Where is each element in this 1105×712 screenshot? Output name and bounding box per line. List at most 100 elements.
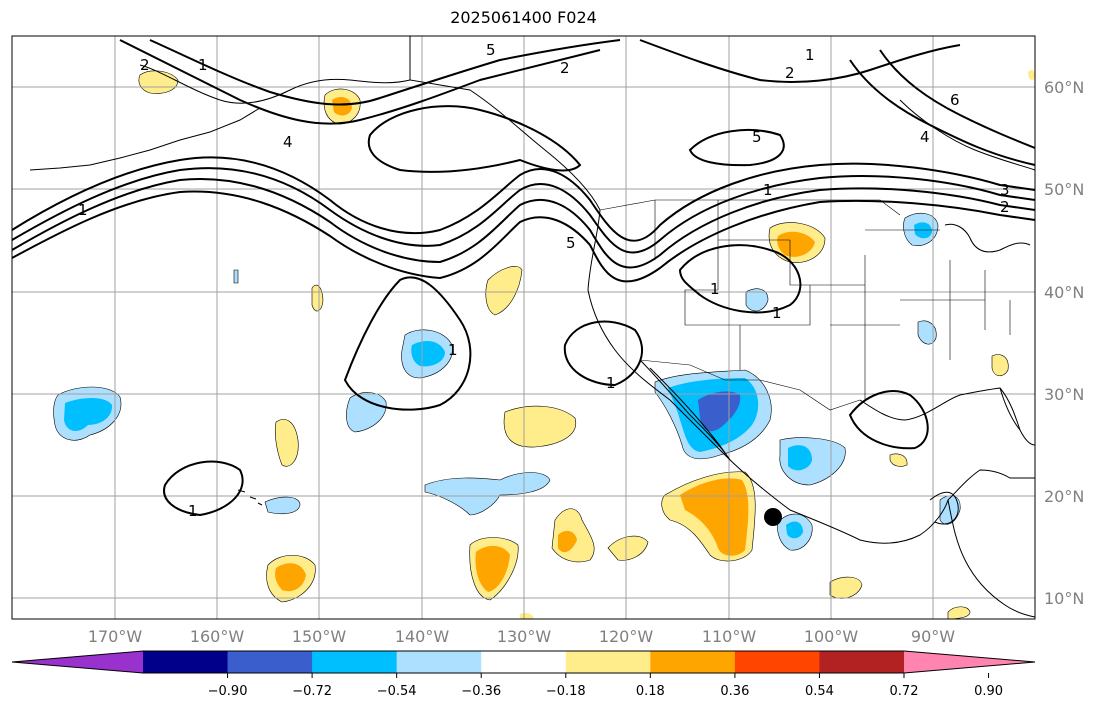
neg-core-100w <box>788 445 812 471</box>
colorbar-tick-label: 0.72 <box>890 684 919 699</box>
colorbar-tick-label: 0.90 <box>974 684 1003 699</box>
pos-area-caribbean-w <box>889 453 908 467</box>
colorbar-tick-label: 0.54 <box>805 684 834 699</box>
colorbar-tick-label: 0.18 <box>636 684 665 699</box>
contour-label: 2 <box>1000 198 1010 216</box>
colorbar-segment <box>481 651 567 673</box>
contour-north-4 <box>849 59 1036 166</box>
neg-area-rockies <box>745 288 769 312</box>
contour-label: 1 <box>805 46 815 64</box>
colorbar-outline <box>11 650 1036 674</box>
neg-core-great-lakes <box>914 222 932 239</box>
pos-core-128w <box>558 530 577 553</box>
neg-area-145w <box>346 392 387 433</box>
neg-area-southeast <box>917 320 937 345</box>
contour-jet-3 <box>11 178 1036 269</box>
coast-florida <box>999 387 1021 431</box>
contour-1-calif <box>563 320 644 387</box>
coast-alaska <box>139 64 411 104</box>
gridlines <box>12 36 1035 619</box>
contour-label: 5 <box>566 234 576 252</box>
colorbar-segment <box>143 651 229 673</box>
contour-north-3 <box>639 39 961 83</box>
lat-label: 60°N <box>1044 78 1084 97</box>
neg-core-mexico-coast <box>786 521 803 539</box>
border-us-canada <box>599 199 901 216</box>
lon-label: 140°W <box>395 627 450 646</box>
map-title: 2025061400 F024 <box>450 8 597 27</box>
lat-label: 20°N <box>1044 487 1084 506</box>
coast-great-lakes <box>944 223 1031 253</box>
location-marker <box>764 508 782 526</box>
lon-label: 170°W <box>88 627 143 646</box>
contour-5-canada <box>688 129 785 167</box>
lon-label: 160°W <box>190 627 245 646</box>
coast-hawaii <box>237 489 263 506</box>
contour-jet-1 <box>11 156 1036 242</box>
colorbar-segment <box>396 651 482 673</box>
contour-1-gulf <box>848 390 929 450</box>
lon-label: 150°W <box>292 627 347 646</box>
colorbar-tick-label: −0.90 <box>208 684 248 699</box>
borders <box>409 36 1011 411</box>
colorbar-extend-high <box>904 651 1035 673</box>
contour-label: 1 <box>78 201 88 219</box>
pos-area-gulf <box>991 354 1009 377</box>
contour-labels: 5 2 2 1 2 1 4 4 5 1 3 2 6 1 5 1 1 1 1 1 <box>78 41 1010 520</box>
lat-label: 50°N <box>1044 180 1084 199</box>
neg-small-pacific <box>233 269 239 284</box>
lon-label: 90°W <box>911 627 955 646</box>
contour-label: 2 <box>785 64 795 82</box>
contour-label: 5 <box>752 128 762 146</box>
lat-label: 40°N <box>1044 283 1084 302</box>
contour-label: 4 <box>920 128 930 146</box>
contour-north-1 <box>119 39 601 125</box>
pos-core-plains <box>777 231 815 257</box>
lon-label: 130°W <box>497 627 552 646</box>
coastlines <box>29 36 1036 618</box>
colorbar-extend-low <box>12 651 143 673</box>
contour-north-2 <box>149 39 621 106</box>
neg-area-tropical <box>424 472 551 516</box>
contour-label: 1 <box>188 502 198 520</box>
pos-area-122w <box>607 535 649 561</box>
colorbar-tick-label: 0.36 <box>720 684 749 699</box>
contours <box>11 39 1036 517</box>
pos-area-central-pac <box>503 405 577 448</box>
neg-deep-baja <box>698 391 741 432</box>
colorbar-tick-label: −0.54 <box>377 684 417 699</box>
colorbar-tick-label: −0.18 <box>546 684 586 699</box>
lon-label: 100°W <box>804 627 859 646</box>
pos-core-135w <box>475 545 510 592</box>
contour-label: 2 <box>140 56 150 74</box>
pos-area-northeast-coast <box>1028 70 1035 80</box>
lon-labels: 170°W 160°W 150°W 140°W 130°W 120°W 110°… <box>88 627 955 646</box>
colorbar-tick-label: −0.72 <box>292 684 332 699</box>
colorbar-segment <box>227 651 313 673</box>
colorbar-segment <box>819 651 905 673</box>
colorbar-segment <box>650 651 736 673</box>
pos-core-tropical-east <box>680 478 749 556</box>
coast-aleutians <box>29 107 261 171</box>
pos-area-pnw-offshore <box>485 266 523 316</box>
colorbar-segment <box>312 651 398 673</box>
coast-gulf-mexico <box>859 387 1036 446</box>
contour-label: 1 <box>606 374 616 392</box>
contour-label: 1 <box>763 181 773 199</box>
shaded-anomalies <box>53 70 1035 620</box>
contour-label: 1 <box>448 341 458 359</box>
neg-area-hawaii <box>264 496 301 515</box>
lat-label: 30°N <box>1044 385 1084 404</box>
pos-area-155w <box>274 419 299 467</box>
contour-1-hawaii <box>163 460 244 517</box>
lon-label: 120°W <box>599 627 654 646</box>
coast-central-america <box>947 499 1036 618</box>
colorbar-tick-label: −0.36 <box>461 684 501 699</box>
colorbar-segment <box>565 651 651 673</box>
coast-hudson <box>899 99 1036 171</box>
coast-baja <box>639 359 731 461</box>
contour-label: 4 <box>283 133 293 151</box>
coast-north-america-west <box>409 36 1035 544</box>
border-us-mexico <box>639 359 861 411</box>
contour-label: 6 <box>950 91 960 109</box>
